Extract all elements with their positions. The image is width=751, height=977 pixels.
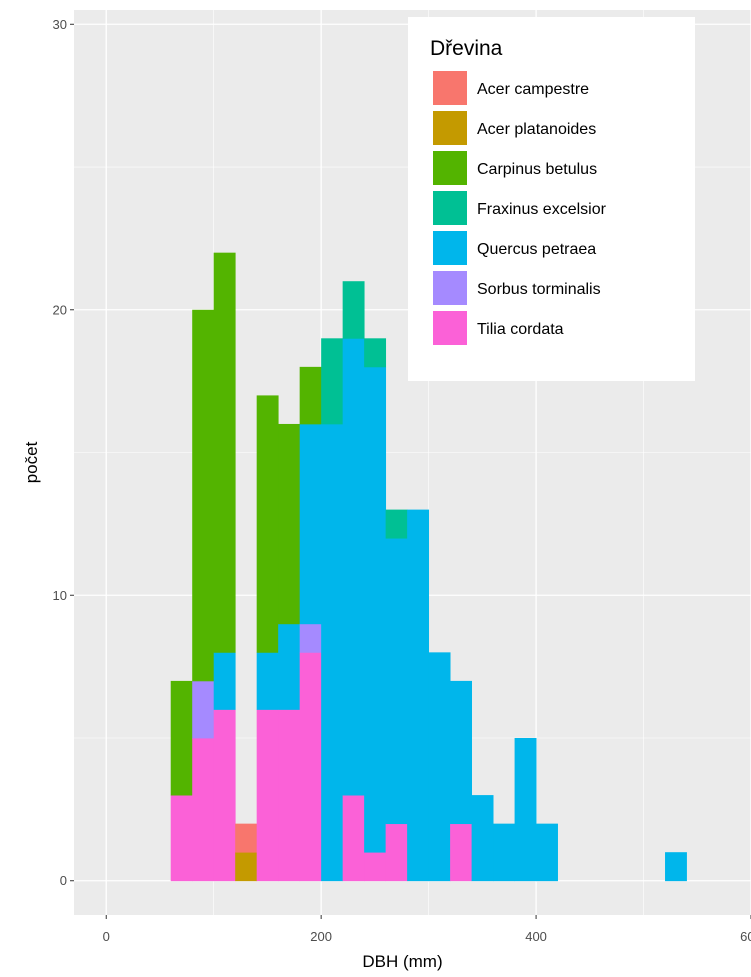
- x-tick-label: 400: [525, 929, 547, 944]
- legend-swatch: [433, 71, 467, 105]
- bar: [170, 680, 193, 796]
- bar: [192, 309, 215, 682]
- bar: [364, 366, 387, 853]
- bar: [385, 538, 408, 825]
- bar: [192, 680, 215, 739]
- legend-label: Tilia cordata: [477, 321, 564, 338]
- bar: [665, 852, 687, 882]
- bar: [278, 623, 301, 710]
- bar: [385, 509, 408, 539]
- legend-items: Acer campestre Acer platanoides Carpinus b…: [433, 71, 607, 345]
- bars: [170, 252, 687, 882]
- bar: [192, 737, 215, 882]
- y-axis: 0 10 20 30: [53, 17, 74, 888]
- bar: [278, 423, 301, 625]
- bar: [235, 823, 258, 853]
- bar: [493, 823, 515, 882]
- bar: [536, 823, 558, 882]
- bar: [514, 737, 537, 882]
- y-tick-label: 30: [53, 17, 67, 32]
- bar: [471, 795, 494, 882]
- x-tick-label: 600: [740, 929, 751, 944]
- legend-swatch: [433, 311, 467, 345]
- y-tick-label: 10: [53, 588, 67, 603]
- x-axis: 0 200 400 600: [103, 915, 751, 944]
- bar: [213, 252, 236, 653]
- bar: [278, 709, 301, 882]
- bar: [299, 366, 322, 425]
- legend-title: Dřevina: [430, 37, 503, 60]
- legend-swatch: [433, 191, 467, 225]
- legend-label: Fraxinus excelsior: [477, 201, 607, 218]
- bar: [407, 509, 430, 882]
- x-tick-label: 0: [103, 929, 110, 944]
- y-tick-label: 0: [60, 873, 67, 888]
- bar: [385, 823, 408, 882]
- bar: [299, 652, 322, 882]
- bar: [256, 652, 279, 710]
- x-tick-label: 200: [310, 929, 332, 944]
- bar: [321, 338, 344, 425]
- bar: [213, 709, 236, 882]
- legend-swatch: [433, 111, 467, 145]
- bar: [321, 423, 344, 882]
- y-axis-title: počet: [22, 441, 41, 483]
- bar: [342, 795, 365, 882]
- bar: [256, 709, 279, 882]
- bar: [213, 652, 236, 710]
- bar: [342, 281, 365, 339]
- legend-swatch: [433, 151, 467, 185]
- x-axis-title: DBH (mm): [362, 952, 442, 971]
- bar: [235, 852, 258, 882]
- legend-label: Acer campestre: [477, 81, 589, 98]
- bar: [256, 395, 279, 653]
- legend-label: Carpinus betulus: [477, 161, 597, 178]
- bar: [450, 823, 473, 882]
- legend: Dřevina Acer campestre Acer platanoides Ca…: [408, 17, 695, 381]
- bar: [364, 338, 387, 368]
- y-tick-label: 20: [53, 302, 67, 317]
- legend-label: Quercus petraea: [477, 241, 596, 258]
- bar: [450, 680, 473, 825]
- legend-label: Acer platanoides: [477, 121, 596, 138]
- bar: [342, 338, 365, 796]
- bar: [364, 852, 387, 882]
- bar: [299, 623, 322, 653]
- bar: [170, 795, 193, 882]
- bar: [428, 652, 451, 882]
- legend-swatch: [433, 271, 467, 305]
- bar: [299, 423, 322, 625]
- legend-label: Sorbus torminalis: [477, 281, 601, 298]
- legend-swatch: [433, 231, 467, 265]
